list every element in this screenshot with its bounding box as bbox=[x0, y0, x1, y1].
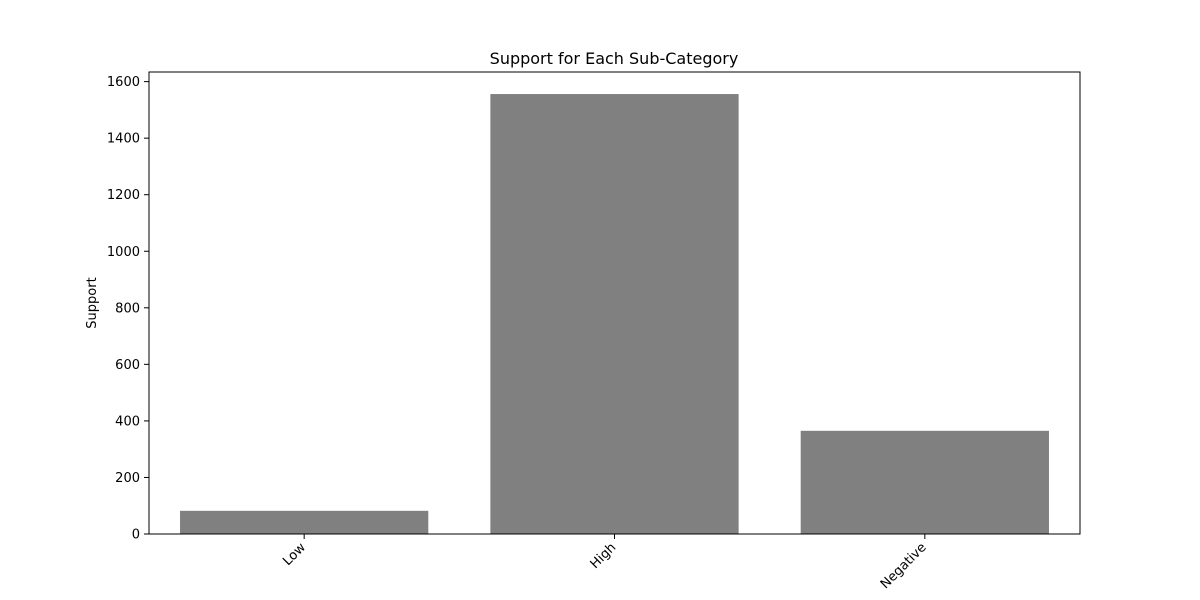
y-tick-label: 800 bbox=[115, 301, 140, 316]
x-tick-label: Low bbox=[280, 540, 309, 569]
y-tick-label: 200 bbox=[115, 471, 140, 486]
y-axis: 0 200 400 600 800 1000 1200 1400 1600 bbox=[107, 75, 149, 543]
y-axis-label: Support bbox=[85, 277, 100, 328]
y-tick-label: 0 bbox=[132, 528, 140, 543]
bars-group bbox=[180, 94, 1049, 534]
y-tick-label: 1000 bbox=[107, 245, 140, 260]
x-axis: Low High Negative bbox=[280, 534, 930, 592]
chart-title: Support for Each Sub-Category bbox=[490, 49, 739, 68]
plot-frame bbox=[148, 71, 1081, 535]
x-tick-label: Negative bbox=[878, 540, 930, 592]
x-tick-label: High bbox=[588, 540, 620, 572]
bar-negative bbox=[800, 430, 1049, 534]
bar-low bbox=[180, 510, 429, 534]
y-tick-label: 1400 bbox=[107, 132, 140, 147]
bar-high bbox=[490, 94, 739, 534]
y-tick-label: 600 bbox=[115, 358, 140, 373]
y-tick-label: 1200 bbox=[107, 188, 140, 203]
y-tick-label: 400 bbox=[115, 414, 140, 429]
y-tick-label: 1600 bbox=[107, 75, 140, 90]
